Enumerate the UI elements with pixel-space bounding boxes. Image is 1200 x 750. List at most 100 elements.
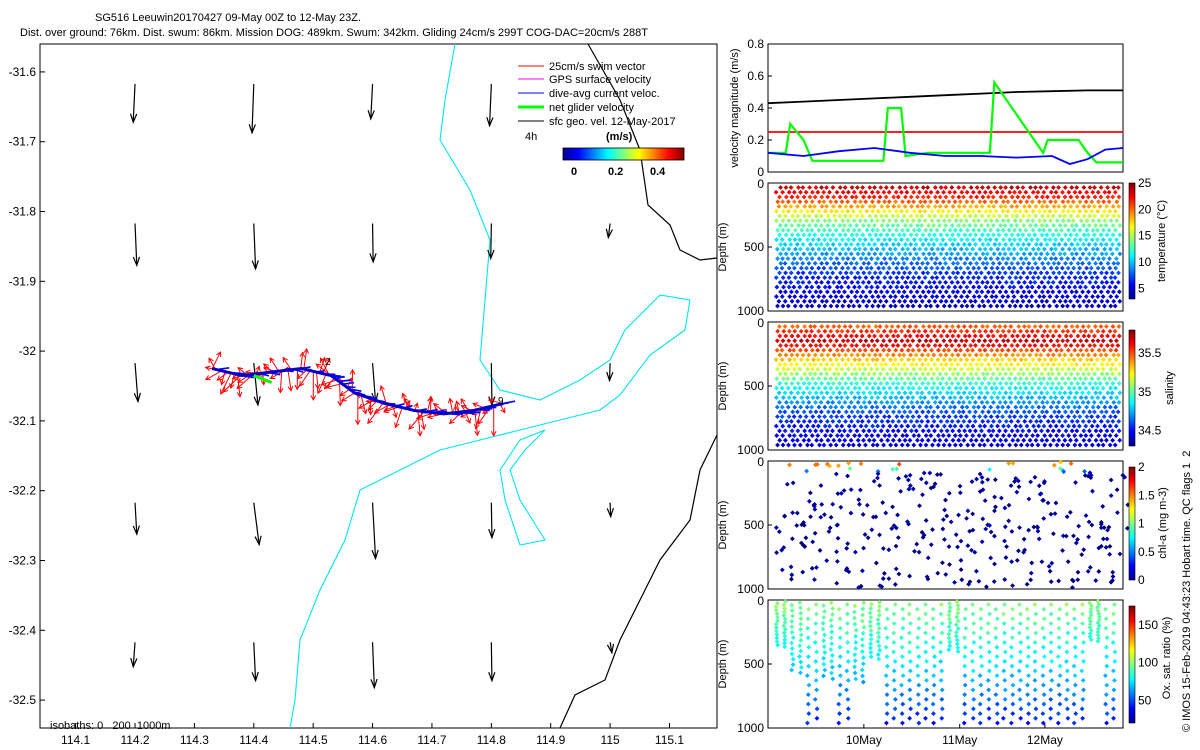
colorbar-tick-label-0: 34.5 <box>1138 424 1162 438</box>
section-point <box>819 298 825 304</box>
colorbar-tick-label-4: 2 <box>1138 460 1145 474</box>
section-point <box>857 275 863 281</box>
section-point <box>872 185 877 190</box>
section-point <box>819 251 825 257</box>
section-point <box>860 251 866 257</box>
geo-vector-head <box>129 113 138 125</box>
section-point <box>845 265 851 271</box>
section-point <box>831 194 837 200</box>
swim-vector-head <box>477 418 484 425</box>
geo-vector-head <box>370 678 378 690</box>
section-point <box>848 260 854 266</box>
section-point <box>823 208 828 214</box>
section-point <box>786 265 792 271</box>
section-point <box>852 294 858 299</box>
section-point <box>895 194 901 200</box>
map-ytick-label-9: -32.5 <box>9 693 37 707</box>
section-point <box>880 218 886 224</box>
section-point <box>812 232 818 238</box>
section-point <box>879 223 885 228</box>
velocity-ytick-label-4: 0.8 <box>747 37 764 51</box>
section-point <box>822 218 828 224</box>
section-point <box>816 208 822 214</box>
section-point <box>780 275 786 281</box>
swim-vector-head <box>337 400 344 407</box>
section-point <box>858 294 864 299</box>
section-point <box>793 227 798 233</box>
geo-vector-shaft <box>609 642 613 653</box>
section-point <box>909 204 914 209</box>
section-point <box>778 242 784 247</box>
colorbar-tick-label-0: 0 <box>1138 573 1145 587</box>
section-point <box>881 303 886 309</box>
colorbar-tick-label-3: 1.5 <box>1138 488 1155 502</box>
geo-vector-head <box>132 256 141 268</box>
velocity-series <box>767 79 1124 165</box>
section-point <box>893 199 899 205</box>
section-point <box>908 213 914 219</box>
section-point <box>805 246 810 252</box>
velocity-ytick-label-3: 0.6 <box>747 69 764 83</box>
section-point <box>882 208 887 214</box>
figure-title: SG516 Leeuwin20170427 09-May 00Z to 12-M… <box>95 12 361 24</box>
swim-vector-head <box>417 430 423 437</box>
swim-vector <box>449 398 454 413</box>
section-point <box>776 204 782 209</box>
section-point <box>816 284 822 290</box>
swim-vector-head <box>208 357 214 364</box>
temperature-colorbar <box>1128 182 1136 300</box>
section-point <box>808 242 813 247</box>
section-point <box>775 227 781 233</box>
swim-vector-head <box>216 375 223 381</box>
section-point <box>872 270 878 276</box>
section-point <box>786 218 792 224</box>
geo-vector-shaft <box>371 642 375 688</box>
section-point <box>775 303 780 309</box>
date-tick-label-0: 10May <box>846 733 882 747</box>
section-point <box>860 279 866 285</box>
swim-vector-head <box>362 408 368 415</box>
section-point <box>791 265 797 271</box>
colorbar-tick-label-2: 15 <box>1138 229 1152 243</box>
section-point <box>785 199 791 205</box>
section-point <box>837 194 843 200</box>
geo-vector-head <box>488 528 496 540</box>
section-point <box>856 227 862 233</box>
section-point <box>894 265 899 271</box>
swim-vector <box>303 348 308 370</box>
swim-vector-head <box>403 397 409 404</box>
temperature-ylabel: Depth (m) <box>717 223 729 272</box>
colorbar-tick-label-2: 35.5 <box>1138 346 1162 360</box>
section-point <box>891 270 896 276</box>
section-point <box>868 265 874 271</box>
section-point <box>802 204 808 209</box>
geo-vector-head <box>369 253 377 264</box>
map-ytick-label-1: -31.7 <box>9 135 37 149</box>
section-point <box>857 303 862 309</box>
section-point <box>892 246 898 252</box>
section-point <box>858 256 864 262</box>
section-point <box>852 246 858 252</box>
geo-vector-shaft <box>132 83 136 123</box>
geo-vector-head <box>488 671 496 683</box>
section-point <box>845 256 851 262</box>
section-point <box>891 204 897 209</box>
section-point <box>883 213 889 219</box>
section-point <box>875 227 880 233</box>
section-point <box>810 189 815 195</box>
swim-vector <box>408 411 425 430</box>
section-point <box>845 237 851 243</box>
section-point <box>875 208 881 214</box>
section-point <box>902 298 908 304</box>
swim-vector-head <box>365 398 372 405</box>
section-point <box>801 289 807 295</box>
section-point <box>818 213 824 219</box>
salinity-ylabel: Depth (m) <box>717 362 729 411</box>
section-point <box>797 237 803 243</box>
geo-vector-shaft <box>134 223 138 266</box>
section-point <box>798 256 804 262</box>
section-point <box>907 270 913 276</box>
section-point <box>842 213 848 219</box>
track-line <box>211 367 504 416</box>
geo-vector-shaft <box>371 223 374 262</box>
